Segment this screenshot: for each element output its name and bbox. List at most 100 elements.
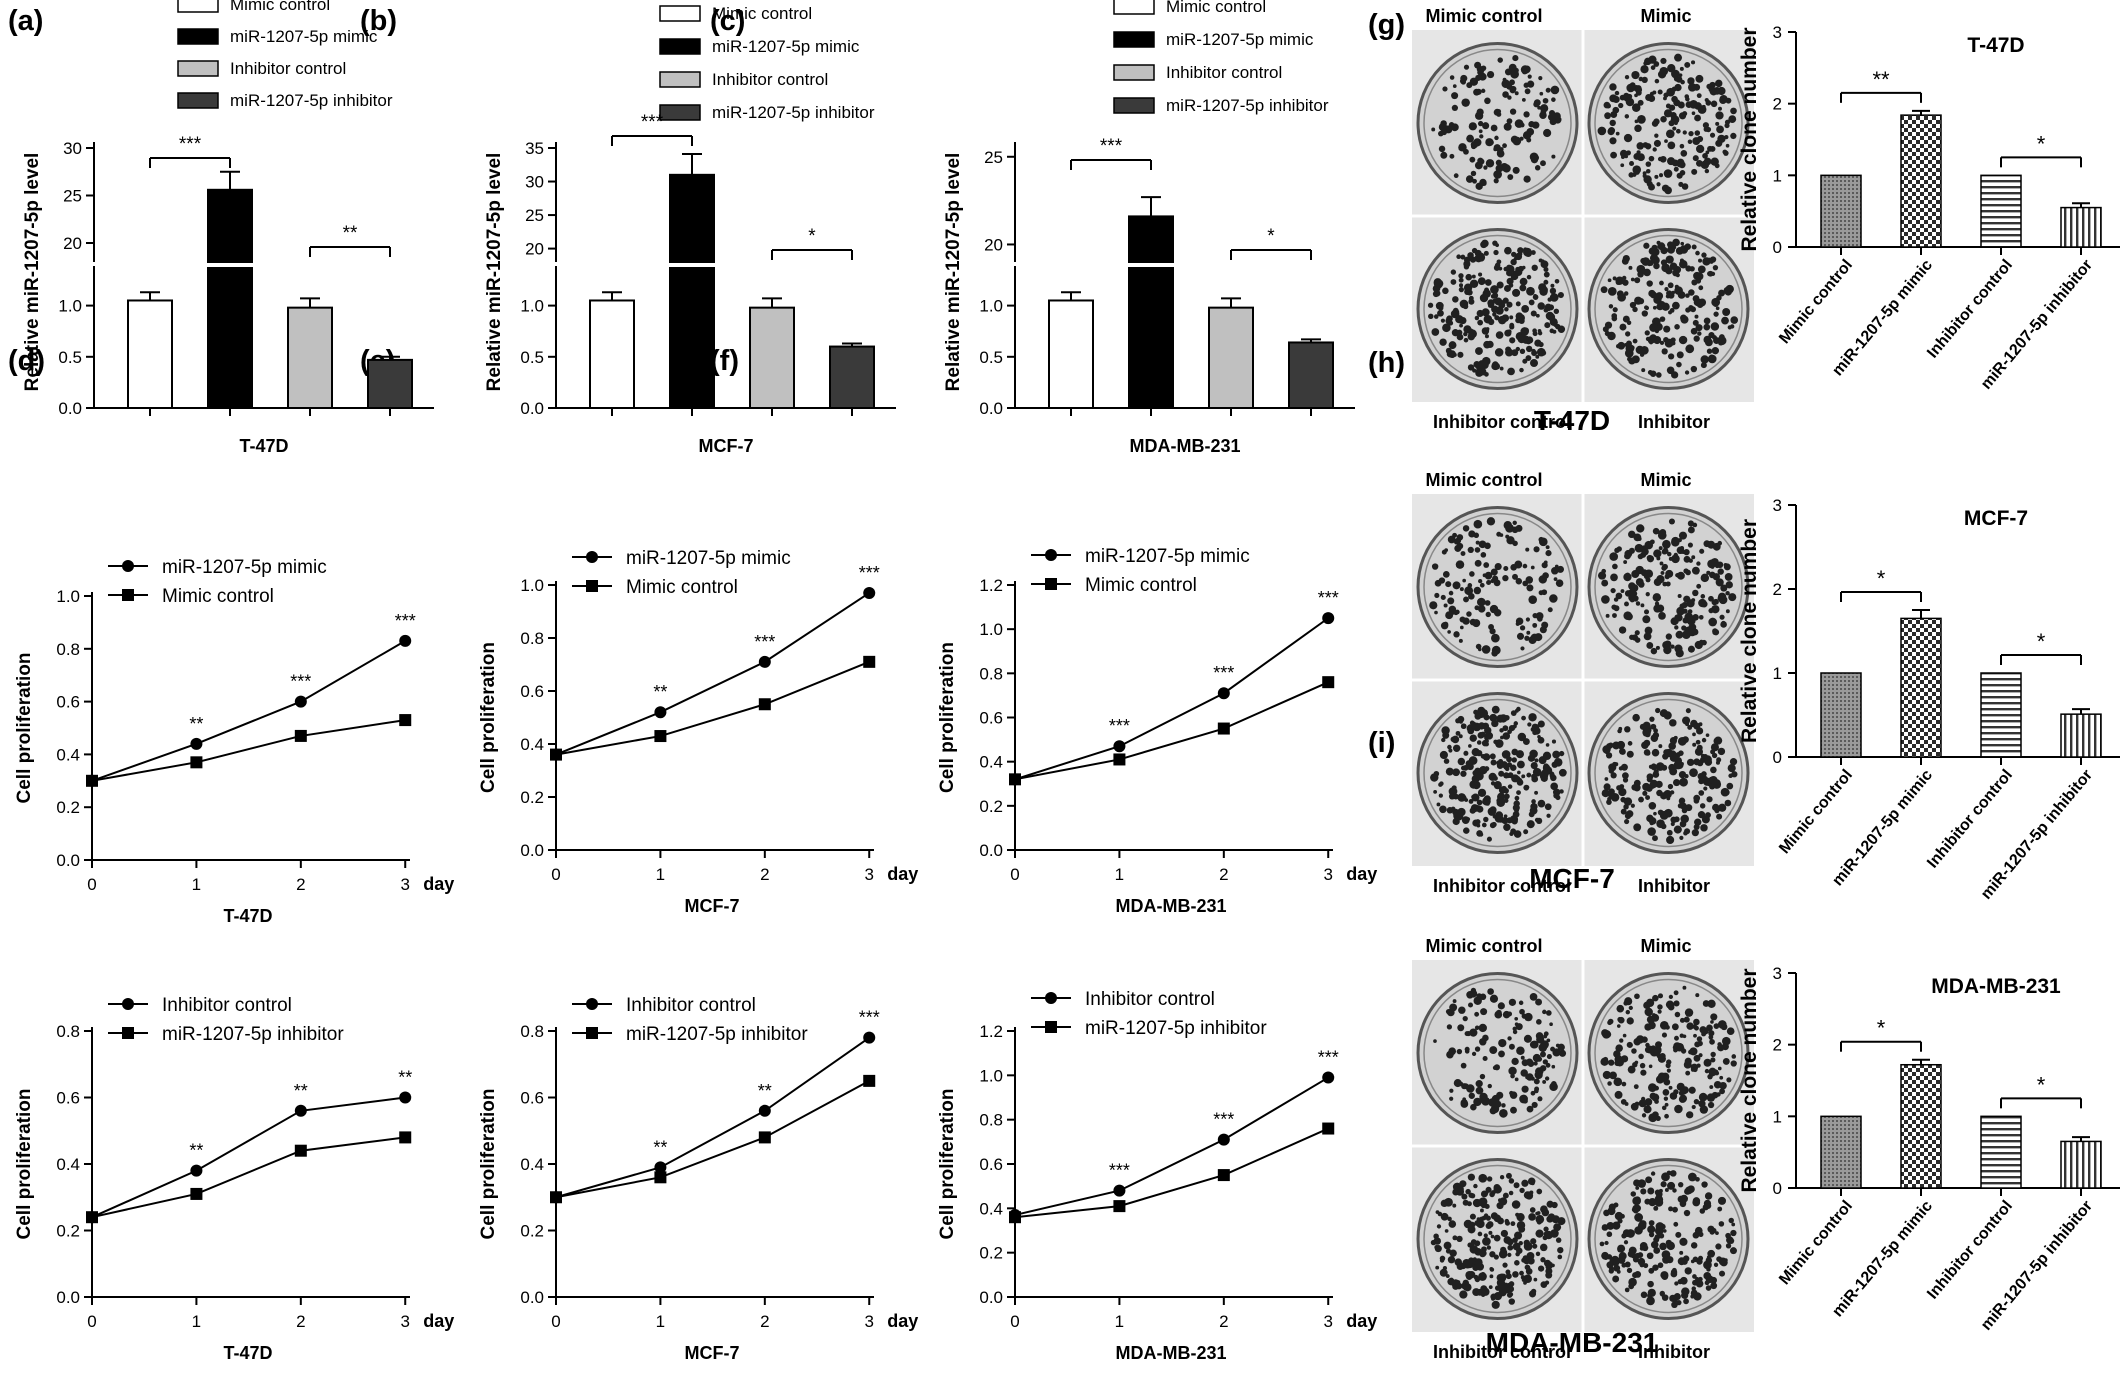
bar <box>1820 672 1862 758</box>
colony <box>1693 794 1701 802</box>
colony <box>1448 1047 1457 1056</box>
colony <box>1502 1262 1508 1268</box>
colony <box>1690 60 1696 65</box>
colony <box>1698 778 1705 785</box>
colony <box>1657 993 1664 999</box>
colony <box>1473 996 1482 1005</box>
colony <box>1431 563 1439 570</box>
colony <box>1657 1009 1662 1014</box>
colony <box>1631 103 1641 112</box>
colony <box>1641 1036 1648 1043</box>
colony <box>1692 137 1701 146</box>
colony <box>1534 165 1541 171</box>
colony <box>1630 1191 1637 1197</box>
colony <box>1465 1188 1471 1195</box>
colony <box>1626 340 1632 347</box>
colony <box>1717 1066 1722 1071</box>
sig-label: *** <box>1318 588 1339 608</box>
colony <box>1624 1102 1629 1106</box>
colony <box>1606 1231 1613 1238</box>
colony <box>1725 1243 1732 1249</box>
colony <box>1529 1207 1536 1213</box>
colony <box>1659 1223 1666 1230</box>
y-tick-label: 0.5 <box>58 348 82 367</box>
colony <box>1632 1272 1639 1279</box>
legend-label: miR-1207-5p mimic <box>1085 546 1250 567</box>
colony <box>1687 79 1692 84</box>
colony <box>1683 555 1691 563</box>
colony <box>1521 97 1526 102</box>
colony <box>1496 1273 1504 1282</box>
colony <box>1712 573 1720 581</box>
sig-label: *** <box>1213 1110 1234 1130</box>
colony <box>1508 1066 1517 1076</box>
colony <box>1638 581 1645 588</box>
sig-label: ** <box>758 1081 772 1101</box>
colony <box>1431 328 1440 336</box>
colony <box>1471 757 1477 763</box>
colony <box>1440 1212 1449 1221</box>
colony <box>1516 760 1525 769</box>
colony <box>1674 1011 1681 1018</box>
colony <box>1626 750 1634 758</box>
colony <box>1459 323 1463 328</box>
legend-marker <box>586 1027 598 1039</box>
colony <box>1608 788 1615 796</box>
colony <box>1458 273 1464 279</box>
colony <box>1548 304 1555 311</box>
colony <box>1504 306 1509 312</box>
colony <box>1701 1181 1708 1188</box>
colony <box>1610 151 1617 159</box>
colony <box>1626 83 1636 93</box>
colony <box>1719 1270 1726 1277</box>
colony <box>1513 800 1520 807</box>
colony <box>1557 325 1566 333</box>
colony <box>1519 625 1526 631</box>
colony <box>1662 1229 1667 1233</box>
colony <box>1545 743 1550 747</box>
colony <box>1517 265 1524 272</box>
colony <box>1683 1016 1690 1023</box>
colony <box>1433 278 1442 287</box>
colony <box>1671 1023 1679 1031</box>
y-tick-label: 1.0 <box>56 587 80 606</box>
colony <box>1703 786 1708 791</box>
colony <box>1495 811 1504 820</box>
colony <box>1677 1278 1683 1285</box>
y-tick-label: 0.0 <box>58 399 82 418</box>
colony <box>1635 1186 1640 1190</box>
colony <box>1450 279 1457 285</box>
colony <box>1532 622 1538 628</box>
colony <box>1713 1023 1720 1029</box>
colony <box>1602 326 1609 333</box>
colony <box>1546 1054 1552 1060</box>
colony <box>1439 1255 1446 1262</box>
colony <box>1466 134 1474 143</box>
colony <box>1693 1025 1699 1031</box>
colony <box>1489 1251 1496 1258</box>
colony <box>1435 1210 1440 1215</box>
colony <box>1459 587 1464 592</box>
colony <box>1451 1279 1460 1288</box>
colony <box>1643 268 1651 277</box>
colony <box>1631 784 1638 791</box>
colony <box>1522 358 1528 364</box>
y-tick-label: 0.2 <box>56 1222 80 1241</box>
colony <box>1661 263 1670 273</box>
colony <box>1491 719 1499 728</box>
colony <box>1710 1020 1714 1024</box>
colony <box>1530 803 1538 811</box>
colony <box>1634 125 1640 131</box>
culture-plate <box>1587 972 1750 1134</box>
y-tick-label: 1.0 <box>979 1066 1003 1085</box>
colony <box>1658 612 1666 620</box>
bar <box>829 345 875 409</box>
legend-label: Inhibitor control <box>626 995 756 1016</box>
colony <box>1717 1206 1723 1212</box>
y-tick-label: 1 <box>1773 166 1782 185</box>
colony <box>1503 788 1509 794</box>
colony <box>1444 1229 1449 1233</box>
colony <box>1729 1247 1737 1255</box>
